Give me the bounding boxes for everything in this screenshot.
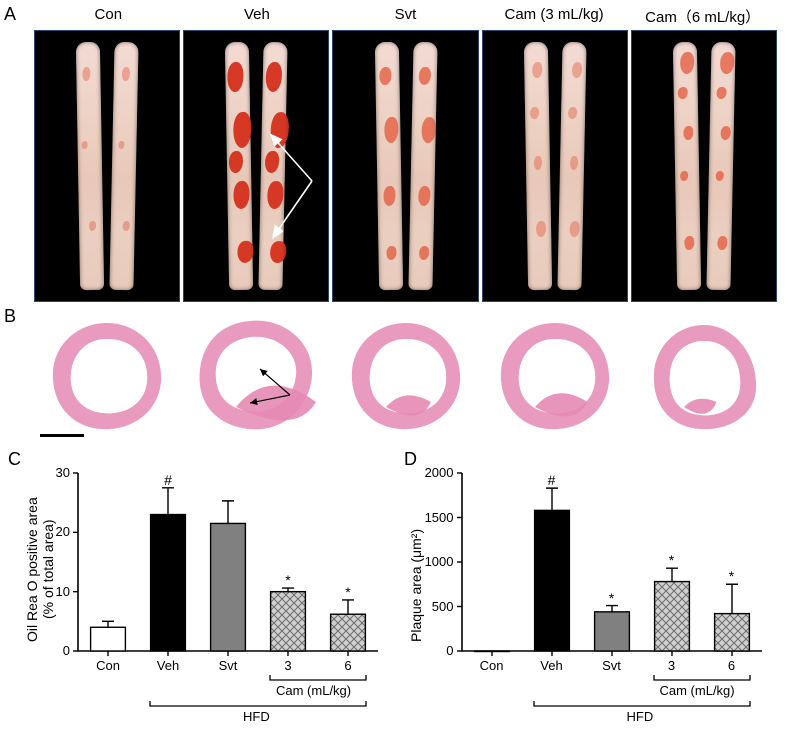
aorta-panel-cam6	[631, 30, 777, 302]
aorta-panel-con	[34, 30, 180, 302]
y-axis-label-2: (% of total area)	[40, 519, 56, 619]
chart-d-plaque-area: 0500100015002000ConVeh#Svt*3*6*Cam (mL/k…	[394, 455, 778, 735]
col-label-svt: Svt	[331, 6, 480, 30]
section-panel-svt	[332, 308, 478, 443]
column-labels: Con Veh Svt Cam (3 mL/kg) Cam（6 mL/kg）	[34, 6, 777, 30]
bar	[594, 612, 629, 651]
bar	[714, 614, 749, 651]
panel-letter-b: B	[4, 306, 16, 327]
y-axis-label: Oil Rea O positive area	[24, 497, 40, 642]
y-axis-label: Plaque area (μm²)	[408, 529, 424, 642]
bar	[211, 523, 246, 651]
col-label-veh: Veh	[183, 6, 332, 30]
panel-letter-a: A	[4, 4, 16, 25]
col-label-con: Con	[34, 6, 183, 30]
aorta-panel-cam3	[482, 30, 628, 302]
aorta-panel-veh	[183, 30, 329, 302]
section-panel-con	[34, 308, 180, 443]
bar	[331, 614, 366, 651]
section-panel-cam6	[631, 308, 777, 443]
scale-bar	[40, 434, 84, 437]
col-label-cam6: Cam（6 mL/kg）	[628, 6, 777, 30]
row-a-aorta-panels	[34, 30, 777, 302]
bar	[271, 592, 306, 651]
chart-c-oil-red-o: 0102030ConVeh#Svt3*6*Cam (mL/kg)HFDOil R…	[10, 455, 394, 735]
figure-root: A Con Veh Svt Cam (3 mL/kg) Cam（6 mL/kg）…	[0, 0, 787, 748]
row-b-section-panels	[34, 308, 777, 443]
section-panel-cam3	[482, 308, 628, 443]
bar	[654, 582, 689, 651]
lesion-arrow-icon	[184, 31, 329, 302]
bar	[91, 627, 126, 651]
charts-row: C 0102030ConVeh#Svt3*6*Cam (mL/kg)HFDOil…	[10, 455, 777, 735]
col-label-cam3: Cam (3 mL/kg)	[480, 6, 629, 30]
aorta-panel-svt	[332, 30, 478, 302]
section-panel-veh	[183, 308, 329, 443]
bar	[151, 515, 186, 651]
bar	[534, 510, 569, 651]
